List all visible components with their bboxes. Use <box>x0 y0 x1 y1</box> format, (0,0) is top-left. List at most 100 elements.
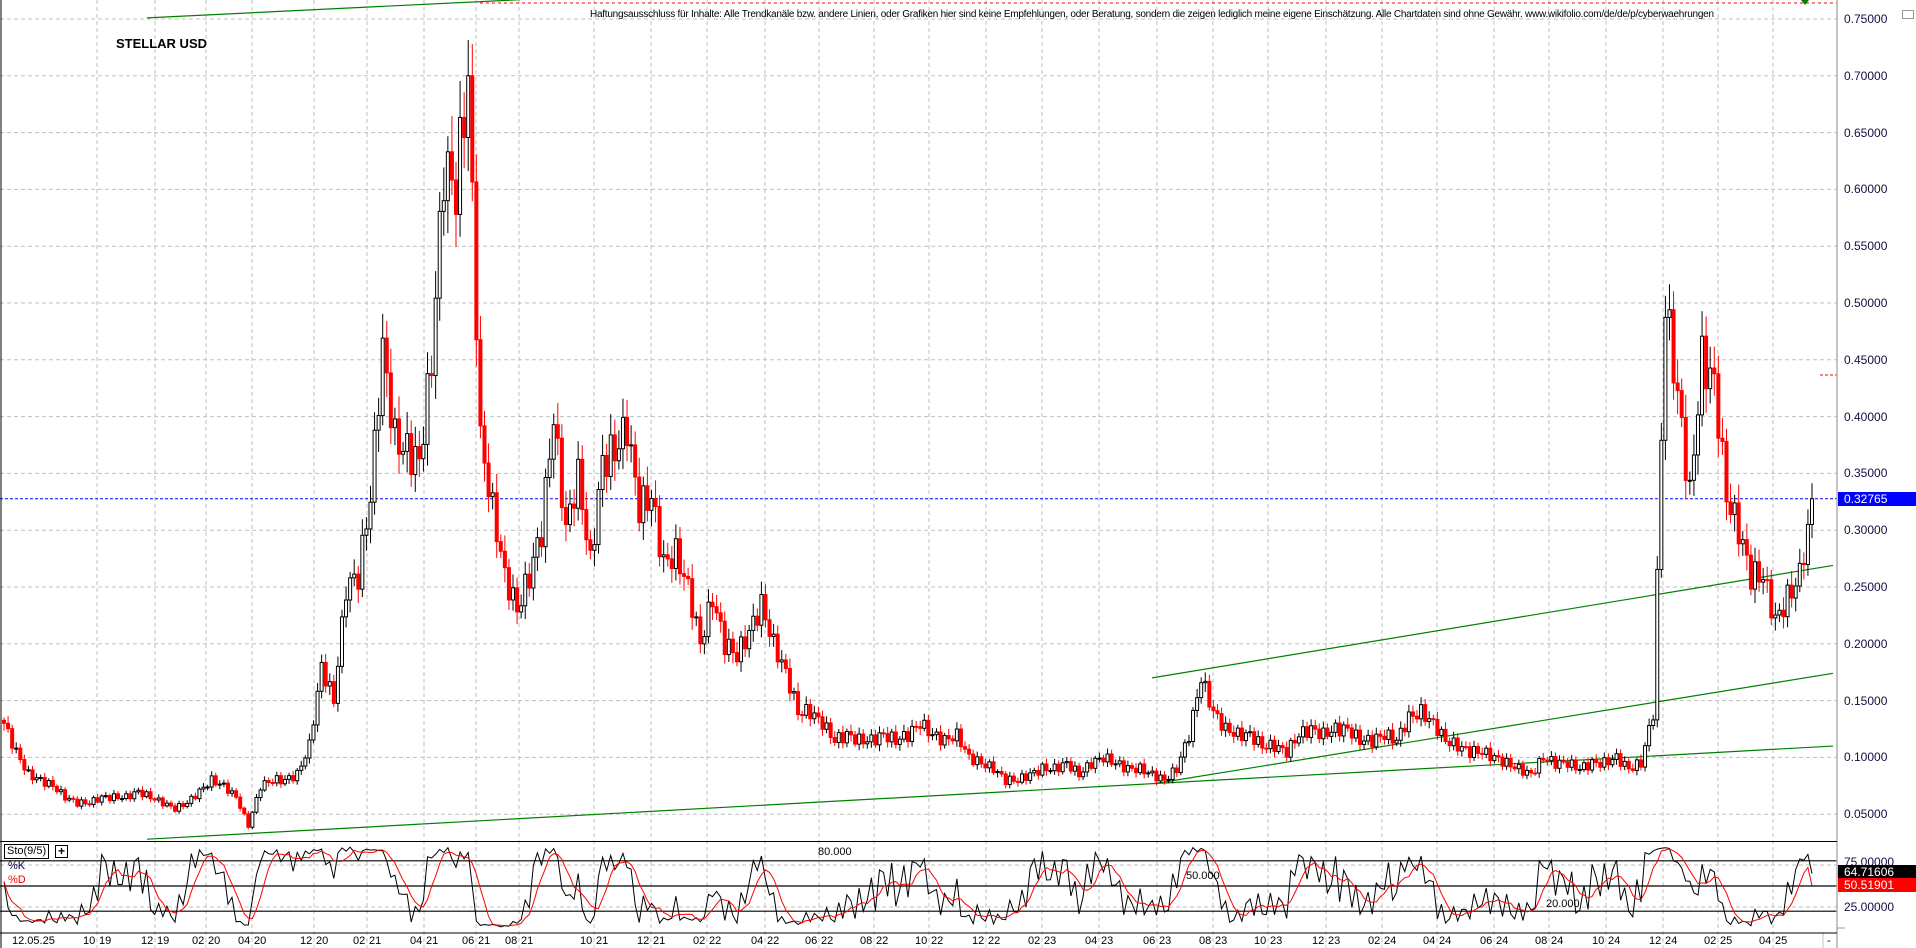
candle-down <box>906 731 910 742</box>
candle-down <box>1679 390 1684 418</box>
stochastic-d-value: 50.51901 <box>1838 878 1916 892</box>
candle-down <box>486 462 491 498</box>
candle-down <box>881 732 886 735</box>
candle-up <box>348 577 353 601</box>
candle-down <box>1467 746 1472 758</box>
candle-down <box>498 541 503 552</box>
candle-down <box>1292 739 1297 744</box>
candle-up <box>1300 726 1305 738</box>
price-tick-label: 0.55000 <box>1844 239 1888 254</box>
candle-down <box>1728 501 1733 516</box>
candle-up <box>1170 767 1175 780</box>
candle-down <box>22 759 27 771</box>
candle-up <box>897 738 902 745</box>
candle-down <box>1789 584 1794 599</box>
candle-down <box>893 731 898 745</box>
candle-down <box>1313 725 1318 730</box>
candle-down <box>1488 747 1493 762</box>
date-tick-year: 22 <box>876 935 889 947</box>
candle-down <box>140 789 145 798</box>
candle-down <box>1769 579 1774 619</box>
candle-down <box>494 492 499 543</box>
date-axis-start-label: 12.05.25 <box>12 935 55 947</box>
date-tick-month: 04 <box>1759 935 1772 947</box>
candle-down <box>152 798 157 801</box>
price-tick-label: 0.25000 <box>1844 580 1888 594</box>
candle-up <box>164 802 169 807</box>
candle-down <box>783 659 788 669</box>
candle-up <box>1651 719 1656 727</box>
candle-up <box>254 797 259 813</box>
candle-up <box>1752 561 1757 590</box>
candle-up <box>531 556 536 589</box>
candle-down <box>653 498 658 508</box>
candle-up <box>217 783 222 786</box>
candle-down <box>1520 763 1525 776</box>
candle-up <box>694 616 699 619</box>
candle-up <box>311 724 316 741</box>
candle-up <box>1524 769 1529 776</box>
candle-up <box>1353 729 1358 739</box>
candle-down <box>429 373 434 377</box>
candle-up <box>437 210 442 299</box>
candle-down <box>885 733 890 743</box>
candle-up <box>274 775 279 784</box>
candle-up <box>1186 740 1191 744</box>
candle-up <box>46 779 51 787</box>
date-tick-year: 19 <box>99 935 112 947</box>
candle-down <box>808 704 813 720</box>
candle-down <box>1390 729 1395 744</box>
candle-up <box>189 795 194 804</box>
candle-down <box>722 620 727 656</box>
candle-down <box>677 538 682 575</box>
candle-up <box>551 424 556 460</box>
candle-down <box>555 424 560 439</box>
candle-down <box>1036 770 1041 776</box>
candle-down <box>950 738 955 742</box>
candle-up <box>1394 739 1399 744</box>
candle-down <box>270 781 275 784</box>
stochastic-indicator-name[interactable]: Sto(9/5) <box>4 844 50 859</box>
price-tick-label: 0.30000 <box>1844 523 1888 538</box>
candle-up <box>1097 757 1102 760</box>
candle-down <box>1724 440 1729 503</box>
candle-up <box>1341 724 1346 737</box>
candle-down <box>409 433 414 476</box>
candle-down <box>482 425 487 464</box>
candle-up <box>1695 414 1700 456</box>
collapse-panel-button[interactable] <box>1902 10 1914 19</box>
stochastic-expand-button[interactable]: + <box>55 845 68 858</box>
candle-down <box>278 775 283 785</box>
candle-up <box>466 75 471 139</box>
candle-down <box>1781 609 1786 618</box>
candle-up <box>739 636 744 663</box>
candle-down <box>946 735 951 740</box>
candle-up <box>576 458 581 509</box>
candle-up <box>319 661 324 692</box>
candle-down <box>213 775 218 786</box>
candle-up <box>942 735 947 746</box>
price-tick-label: 0.05000 <box>1844 807 1888 822</box>
candle-down <box>1423 704 1428 722</box>
candle-down <box>1431 718 1436 721</box>
candle-up <box>103 795 108 798</box>
date-tick-year: 19 <box>157 935 170 947</box>
candle-up <box>1256 736 1261 745</box>
candle-down <box>1529 769 1534 774</box>
candle-down <box>1606 757 1611 766</box>
candle-down <box>1512 766 1517 770</box>
candle-down <box>1447 740 1452 747</box>
candle-down <box>657 506 662 558</box>
candle-up <box>392 418 397 429</box>
candle-down <box>417 446 422 460</box>
candle-up <box>869 734 874 743</box>
candle-down <box>1508 757 1513 768</box>
candle-down <box>1565 761 1570 768</box>
candle-up <box>547 458 552 479</box>
candle-down <box>690 578 695 618</box>
candle-up <box>523 573 528 607</box>
candle-up <box>1687 479 1692 482</box>
candle-down <box>1011 775 1016 782</box>
date-tick-month: 12 <box>637 935 650 947</box>
candle-down <box>1264 747 1269 750</box>
